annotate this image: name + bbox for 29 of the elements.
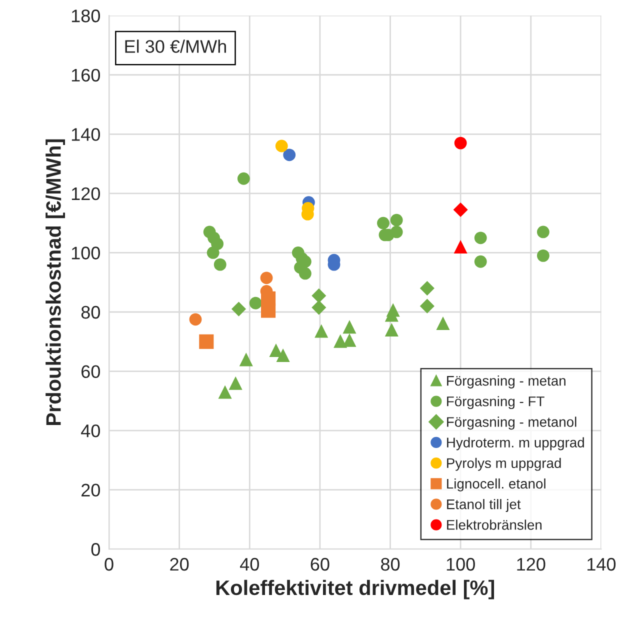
legend-label: Pyrolys m uppgrad [447,458,561,471]
legend-label: Hydroterm. m uppgrad [447,437,584,450]
y-tick-label: 0 [91,543,100,556]
x-axis-title: Koleffektivitet drivmedel [%] [216,580,494,600]
x-tick-label: 0 [104,558,114,571]
y-tick-label: 120 [72,187,100,200]
y-tick-label: 40 [81,424,100,438]
annotation: El 30 €/MWh [125,40,226,53]
legend-label: Elektrobränslen [447,520,542,530]
y-tick-label: 80 [81,306,100,319]
legend-label: Lignocell. etanol [447,478,546,492]
y-tick-label: 180 [72,10,100,22]
x-tick-label: 80 [381,558,400,571]
y-tick-label: 140 [72,128,100,141]
x-tick-label: 100 [446,558,475,571]
y-tick-label: 20 [82,484,100,497]
y-tick-label: 100 [72,246,100,260]
x-tick-label: 40 [240,558,259,571]
x-tick-label: 140 [588,558,616,571]
legend-label: Etanol till jet [447,499,521,512]
legend-label: Förgasning - metan [447,376,566,388]
x-tick-label: 20 [170,558,189,571]
x-tick-label: 60 [310,558,330,571]
y-axis-title: Prdouktionskostnad [€/MWh] [46,139,66,426]
y-tick-label: 160 [72,68,100,82]
legend-label: Förgasning - FT [447,396,544,410]
x-tick-label: 120 [517,558,546,571]
y-tick-label: 60 [82,365,100,378]
legend-label: Förgasning - metanol [447,416,576,430]
